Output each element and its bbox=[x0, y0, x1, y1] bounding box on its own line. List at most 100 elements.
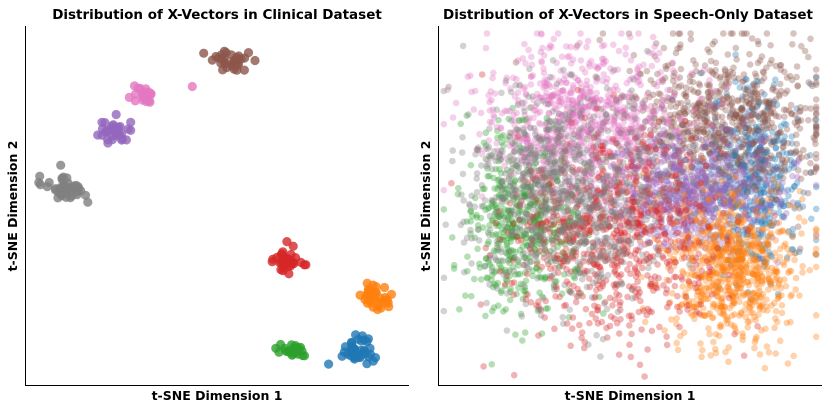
data-point bbox=[725, 159, 732, 166]
data-point bbox=[812, 96, 820, 103]
chart-title-clinical: Distribution of X-Vectors in Clinical Da… bbox=[52, 7, 382, 23]
data-point bbox=[532, 107, 539, 114]
data-point bbox=[551, 157, 559, 165]
data-point bbox=[560, 249, 567, 257]
data-point bbox=[523, 234, 530, 241]
data-point bbox=[805, 79, 812, 86]
data-point bbox=[497, 264, 505, 271]
data-point bbox=[790, 159, 798, 166]
data-point bbox=[627, 158, 635, 165]
data-point bbox=[492, 282, 500, 289]
data-point bbox=[725, 344, 732, 351]
data-point bbox=[655, 274, 662, 282]
data-point bbox=[766, 169, 774, 177]
data-point bbox=[549, 221, 557, 229]
data-point bbox=[508, 224, 516, 231]
data-point bbox=[531, 177, 539, 185]
data-point bbox=[521, 193, 528, 200]
data-point bbox=[770, 166, 778, 173]
data-point bbox=[712, 204, 719, 212]
data-point bbox=[528, 241, 536, 248]
data-point bbox=[518, 226, 525, 234]
data-point bbox=[752, 257, 759, 265]
data-point bbox=[531, 217, 538, 225]
data-point bbox=[53, 193, 63, 203]
data-point bbox=[801, 218, 808, 225]
data-point bbox=[513, 202, 521, 209]
data-point bbox=[754, 181, 761, 189]
data-point bbox=[772, 307, 780, 315]
data-point bbox=[793, 140, 801, 148]
data-point bbox=[768, 188, 775, 195]
data-point bbox=[788, 186, 796, 193]
data-point bbox=[559, 87, 567, 94]
data-point bbox=[737, 215, 744, 222]
data-point bbox=[755, 100, 762, 107]
data-point bbox=[725, 154, 732, 162]
data-point bbox=[755, 158, 763, 166]
data-point bbox=[712, 233, 719, 240]
data-point bbox=[812, 155, 820, 162]
data-point bbox=[754, 102, 761, 109]
data-point bbox=[736, 84, 744, 91]
data-point bbox=[772, 76, 779, 83]
data-point bbox=[768, 56, 775, 64]
data-point bbox=[476, 130, 483, 138]
data-point bbox=[726, 285, 733, 293]
data-point bbox=[487, 88, 495, 95]
data-point bbox=[702, 162, 710, 169]
data-point bbox=[511, 176, 519, 184]
data-point bbox=[531, 199, 539, 206]
data-point bbox=[812, 73, 820, 80]
data-point bbox=[514, 162, 521, 170]
data-point bbox=[768, 109, 775, 117]
data-point bbox=[484, 165, 491, 172]
data-point bbox=[807, 169, 814, 176]
data-point bbox=[284, 269, 294, 279]
data-point bbox=[473, 211, 480, 219]
data-point bbox=[752, 297, 760, 305]
data-point bbox=[640, 61, 647, 69]
data-point bbox=[731, 151, 738, 159]
data-point bbox=[775, 129, 783, 137]
data-point bbox=[718, 123, 726, 131]
data-point bbox=[563, 79, 570, 87]
data-point bbox=[729, 30, 736, 37]
data-point bbox=[505, 220, 513, 228]
data-point bbox=[471, 275, 478, 283]
data-point bbox=[733, 221, 741, 229]
data-point bbox=[495, 240, 503, 247]
data-point bbox=[496, 166, 503, 173]
data-point bbox=[520, 232, 527, 240]
data-point bbox=[757, 144, 764, 151]
data-point bbox=[524, 241, 531, 249]
data-point bbox=[440, 120, 448, 128]
data-point bbox=[729, 227, 737, 234]
data-point bbox=[542, 196, 550, 203]
data-point bbox=[475, 146, 482, 154]
data-point bbox=[550, 221, 558, 229]
data-point bbox=[776, 189, 783, 197]
data-point bbox=[548, 237, 556, 244]
data-point bbox=[673, 339, 680, 347]
data-point bbox=[812, 263, 820, 271]
data-point bbox=[514, 270, 522, 278]
data-point bbox=[568, 325, 576, 332]
data-point bbox=[752, 316, 759, 324]
data-point bbox=[707, 352, 714, 359]
data-point bbox=[516, 270, 524, 278]
data-point bbox=[653, 207, 660, 215]
data-point bbox=[288, 241, 298, 251]
data-point bbox=[663, 341, 671, 349]
data-point bbox=[485, 238, 493, 245]
data-point bbox=[531, 237, 538, 244]
data-point bbox=[651, 43, 658, 51]
data-point bbox=[298, 350, 308, 361]
data-point bbox=[324, 359, 334, 369]
data-point bbox=[627, 33, 634, 41]
data-point bbox=[768, 185, 775, 192]
data-point bbox=[780, 214, 788, 221]
data-point bbox=[786, 149, 794, 157]
data-point bbox=[679, 238, 686, 245]
